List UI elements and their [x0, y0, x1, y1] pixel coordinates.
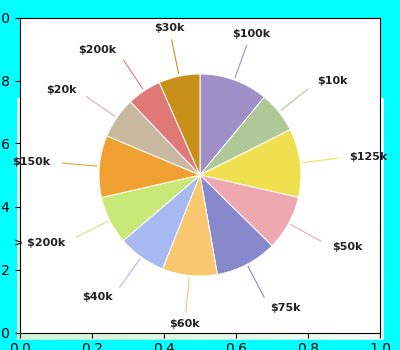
- Wedge shape: [130, 83, 200, 175]
- Bar: [0, 340, 400, 350]
- Text: City-Data.com: City-Data.com: [292, 123, 362, 132]
- Text: White residents: White residents: [138, 72, 262, 86]
- Wedge shape: [123, 175, 200, 269]
- Wedge shape: [200, 175, 272, 274]
- Text: $20k: $20k: [46, 85, 76, 95]
- Wedge shape: [159, 74, 200, 175]
- Text: $50k: $50k: [332, 242, 362, 252]
- Text: $125k: $125k: [349, 152, 388, 162]
- Text: $30k: $30k: [154, 23, 184, 33]
- Text: $60k: $60k: [169, 320, 200, 329]
- Text: $10k: $10k: [318, 76, 348, 86]
- Wedge shape: [200, 175, 298, 246]
- Wedge shape: [200, 130, 301, 197]
- Text: $40k: $40k: [82, 292, 112, 302]
- Wedge shape: [200, 97, 290, 175]
- Bar: [0, 98, 16, 350]
- Text: $150k: $150k: [12, 157, 50, 167]
- Text: Income distribution in Rock Springs,
WY (%): Income distribution in Rock Springs, WY …: [30, 18, 370, 58]
- Wedge shape: [200, 74, 264, 175]
- Text: > $200k: > $200k: [14, 238, 66, 247]
- Wedge shape: [107, 102, 200, 175]
- Wedge shape: [99, 136, 200, 197]
- Text: $200k: $200k: [79, 45, 117, 55]
- Wedge shape: [162, 175, 217, 276]
- Wedge shape: [102, 175, 200, 241]
- Text: $75k: $75k: [270, 303, 300, 313]
- Text: $100k: $100k: [232, 29, 270, 38]
- Bar: [384, 98, 400, 350]
